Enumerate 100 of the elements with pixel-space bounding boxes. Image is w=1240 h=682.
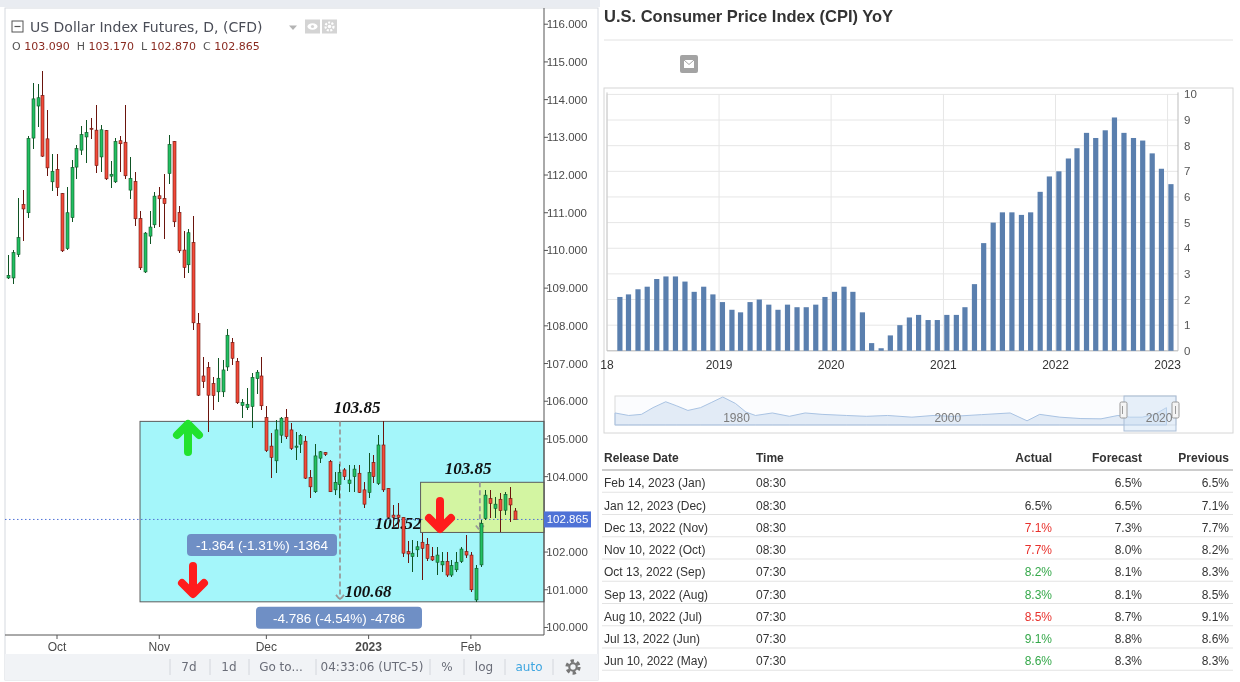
bar [925, 320, 931, 351]
x-tick-label: 2021 [930, 357, 958, 372]
x-tick-label: Oct [47, 640, 67, 654]
y-tick-label: 0 [1184, 344, 1191, 357]
text: 8.3% [1201, 565, 1229, 580]
category-label: Previous [1178, 451, 1230, 465]
text: 8.3% [1114, 654, 1142, 669]
chart-title: U.S. Consumer Price Index (CPI) YoY [604, 7, 894, 25]
bar [635, 289, 641, 351]
y-tick-label: 1 [1184, 319, 1191, 332]
annotation: 100.68 [344, 581, 392, 601]
bar [747, 302, 753, 351]
text: 6.5% [1024, 498, 1052, 513]
bar [691, 291, 697, 351]
candlestick [493, 496, 498, 519]
text: % [441, 660, 453, 674]
category-label: Jul 13, 2022 (Jun) [604, 632, 701, 646]
y-tick-label: 112.000 [546, 169, 588, 182]
candlestick [128, 156, 133, 200]
text: O 103.090 H 103.170 L 102.870 C 102.865 [12, 40, 260, 53]
y-tick-label: 10 [1184, 88, 1197, 101]
text: 8.7% [1114, 609, 1142, 624]
category-label: Sep 13, 2022 (Aug) [604, 587, 709, 602]
x-tick-label: Nov [148, 640, 170, 654]
bar [794, 307, 800, 351]
bar [999, 212, 1005, 351]
bar [803, 307, 809, 351]
y-tick-label: 3 [1184, 267, 1191, 280]
category-label: Dec 13, 2022 (Nov) [604, 520, 709, 535]
y-tick-label: 109.000 [546, 282, 588, 295]
bar [822, 296, 828, 351]
candlestick [230, 337, 235, 366]
bar [971, 284, 978, 351]
y-tick-label: 9 [1184, 114, 1191, 127]
text: 08:30 [756, 543, 787, 557]
text: 1d [221, 660, 237, 674]
bar [1046, 176, 1052, 351]
y-tick-label: 5 [1184, 216, 1191, 229]
y-tick-label: 105.000 [546, 432, 588, 445]
bar [1037, 191, 1043, 351]
candlestick [371, 454, 376, 484]
text: 8.3% [1024, 587, 1052, 602]
candlestick [21, 189, 26, 242]
bar [1065, 158, 1071, 351]
text: 7.1% [1201, 498, 1229, 513]
category-label: Jun 10, 2022 (May) [604, 654, 708, 669]
annotation: 103.85 [333, 398, 381, 418]
bar [1083, 132, 1090, 351]
bar [682, 281, 688, 351]
candlestick [488, 489, 493, 519]
y-tick-label: 116.000 [546, 18, 588, 31]
bar [1111, 117, 1118, 351]
text: 08:30 [756, 498, 787, 513]
text: 8.1% [1114, 565, 1142, 580]
text: US Dollar Index Futures, D, (CFD) [30, 19, 263, 35]
x-tick-label: 18 [600, 357, 614, 372]
text: 08:30 [756, 520, 787, 535]
text: 7.7% [1201, 520, 1229, 535]
y-tick-label: 2 [1184, 293, 1191, 306]
y-tick-label: 6 [1184, 190, 1191, 203]
candlestick [50, 153, 55, 192]
candlestick [337, 463, 342, 499]
y-tick-label: 104.000 [546, 470, 588, 483]
text: 07:30 [756, 632, 787, 646]
bar [617, 296, 623, 351]
text: 7.3% [1114, 520, 1142, 535]
text: 7.7% [1024, 543, 1052, 557]
bar [831, 291, 838, 351]
text: 07:30 [756, 609, 787, 624]
x-tick-label: 2020 [817, 357, 845, 372]
text: auto [515, 660, 543, 674]
candlestick [483, 489, 488, 521]
y-tick-label: 102.000 [546, 546, 588, 559]
bar [672, 276, 679, 351]
text: 9.1% [1024, 632, 1052, 646]
bar [915, 314, 922, 351]
y-tick-label: 115.000 [546, 55, 588, 68]
text: 07:30 [756, 654, 787, 669]
category-label: Release Date [604, 451, 680, 465]
text: 6.5% [1114, 476, 1142, 491]
text: 07:30 [756, 565, 787, 580]
x-tick-label: 2020 [1145, 411, 1173, 425]
y-tick-label: 4 [1184, 242, 1191, 255]
text: 7d [181, 660, 197, 674]
bar [654, 279, 660, 351]
bar [784, 304, 791, 351]
candlestick [498, 492, 503, 533]
text: 7.1% [1024, 520, 1052, 535]
bar [981, 243, 987, 351]
bar [897, 325, 903, 351]
bar [990, 222, 996, 351]
bar [1130, 137, 1137, 351]
text: 8.0% [1114, 543, 1142, 557]
bar [887, 335, 893, 351]
bar [869, 343, 875, 351]
bar [729, 309, 735, 351]
category-label: Feb 14, 2023 (Jan) [604, 476, 706, 491]
bar [1158, 168, 1165, 351]
x-tick-label: 2023 [355, 640, 383, 654]
text: 6.5% [1114, 498, 1142, 513]
